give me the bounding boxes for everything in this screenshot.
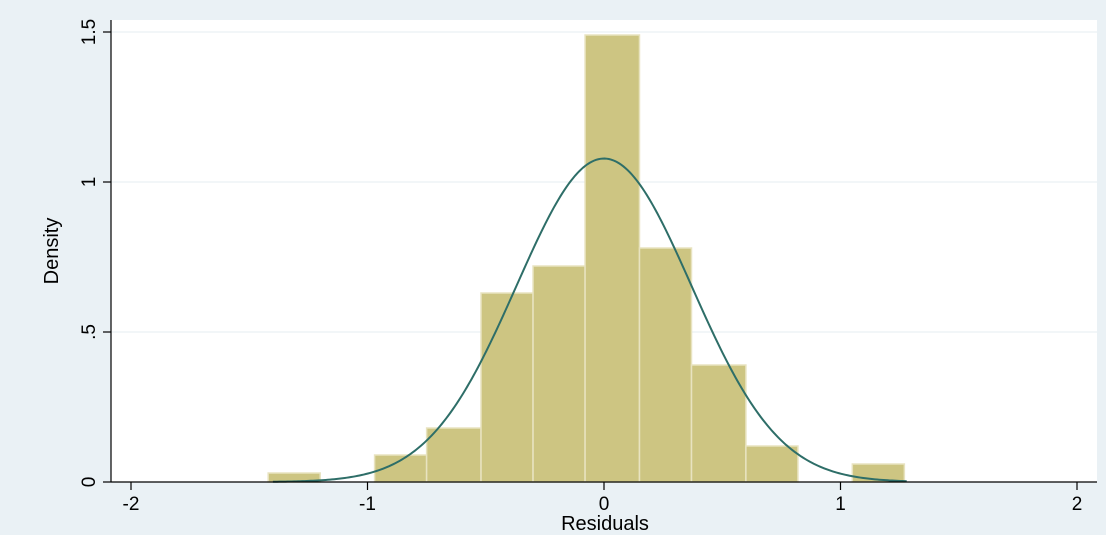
histogram-bar: [532, 265, 586, 483]
x-tick-label: 1: [835, 494, 846, 515]
histogram-bar: [584, 34, 641, 483]
x-tick-label: -2: [123, 494, 140, 515]
x-axis-label: Residuals: [561, 513, 649, 535]
y-tick-label: 1.5: [79, 19, 100, 45]
axes: 0 .5 1 1.5 -2 -1 0 1 2: [79, 19, 1097, 515]
histogram-bar: [638, 247, 693, 483]
x-tick-label: -1: [359, 494, 376, 515]
x-tick-label: 2: [1072, 494, 1083, 515]
x-tick-label: 0: [599, 494, 610, 515]
y-tick-label: 1: [79, 177, 100, 188]
histogram-bar: [745, 445, 799, 483]
y-tick-label: .5: [79, 324, 100, 340]
normal-density-curve: [272, 157, 907, 483]
y-axis-label: Density: [41, 218, 63, 285]
histogram-bars: [267, 34, 906, 483]
histogram-bar: [425, 427, 482, 483]
y-tick-label: 0: [79, 477, 100, 488]
histogram-bar: [480, 292, 534, 483]
